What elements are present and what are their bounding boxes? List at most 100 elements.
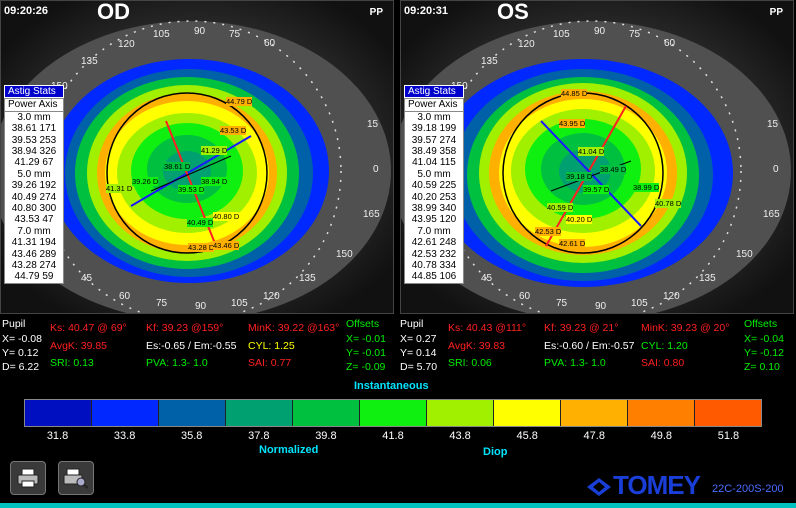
- astig-row: 38.99 340: [411, 202, 457, 214]
- pupil-d: D= 6.22: [2, 361, 40, 373]
- axis-tick: 135: [299, 273, 316, 284]
- axis-tick: 105: [553, 29, 570, 40]
- scale-segment: [427, 400, 494, 426]
- diop-label[interactable]: Diop: [483, 446, 508, 458]
- pupil-d: D= 5.70: [400, 361, 438, 373]
- axis-tick: 90: [594, 26, 606, 37]
- axis-tick: 165: [763, 209, 780, 220]
- os-timestamp: 09:20:31: [404, 5, 449, 17]
- print-preview-button[interactable]: [58, 461, 94, 495]
- astig-row: 39.26 192: [11, 180, 57, 192]
- astig-row: 44.79 59: [14, 271, 54, 283]
- printer-icon: [17, 468, 39, 488]
- pupil-x: X= 0.27: [400, 333, 437, 345]
- sai-value: SAI: 0.80: [641, 357, 685, 369]
- map-label: 43.53 D: [220, 126, 247, 135]
- astig-row: 39.18 199: [411, 123, 457, 135]
- astig-row: 42.61 248: [411, 237, 457, 249]
- axis-tick: 0: [373, 164, 379, 175]
- scale-segment: [25, 400, 92, 426]
- axis-tick: 60: [264, 38, 276, 49]
- astig-row: 43.28 274: [11, 259, 57, 271]
- astig-title: Astig Stats: [4, 85, 64, 99]
- ks-value: Ks: 40.43 @111°: [448, 322, 527, 334]
- astig-row: 5.0 mm: [17, 168, 51, 180]
- os-astig-stats: Astig Stats Power Axis 3.0 mm 39.18 199 …: [404, 85, 464, 284]
- astig-row: 41.04 115: [412, 157, 456, 169]
- astig-row: 7.0 mm: [17, 225, 51, 237]
- bottom-accent-line: [0, 503, 796, 508]
- axis-tick: 90: [195, 301, 207, 312]
- map-label: 42.53 D: [535, 227, 562, 236]
- print-preview-icon: [63, 468, 89, 489]
- astig-row: 39.57 274: [411, 134, 457, 146]
- scale-tick-label: 47.8: [583, 430, 605, 442]
- ks-value: Ks: 40.47 @ 69°: [50, 322, 127, 334]
- scale-tick-label: 37.8: [248, 430, 270, 442]
- axis-tick: 15: [767, 119, 779, 130]
- od-map-labels: 44.79 D 43.53 D 41.29 D 38.61 D 39.26 D …: [1, 1, 393, 313]
- pupil-y: Y= 0.14: [400, 347, 437, 359]
- map-label: 39.53 D: [178, 185, 205, 194]
- scale-segment: [293, 400, 360, 426]
- offsets-label: Offsets: [744, 318, 778, 330]
- map-label: 44.85 D: [561, 89, 588, 98]
- axis-tick: 120: [118, 39, 135, 50]
- astig-subtitle: Power Axis: [404, 98, 464, 112]
- axis-tick: 120: [518, 39, 535, 50]
- kf-value: Kf: 39.23 @159°: [146, 322, 224, 334]
- map-label: 43.46 D: [213, 241, 240, 250]
- model-number: 22C-200S-200: [712, 483, 784, 495]
- axis-tick: 135: [481, 56, 498, 67]
- astig-row: 44.85 106: [411, 271, 457, 283]
- os-pp-label: PP: [769, 7, 783, 18]
- print-button[interactable]: [10, 461, 46, 495]
- scale-tick-label: 45.8: [516, 430, 538, 442]
- scale-tick-label: 41.8: [382, 430, 404, 442]
- pupil-label: Pupil: [400, 318, 424, 330]
- offset-x: X= -0.04: [744, 333, 784, 345]
- map-label: 38.94 D: [201, 177, 228, 186]
- axis-tick: 120: [263, 291, 280, 302]
- pupil-label: Pupil: [2, 318, 26, 330]
- axis-tick: 105: [153, 29, 170, 40]
- mink-value: MinK: 39.23 @ 20°: [641, 322, 730, 334]
- axis-tick: 75: [156, 298, 168, 309]
- pupil-y: Y= 0.12: [2, 347, 39, 359]
- axis-tick: 150: [736, 249, 753, 260]
- axis-tick: 90: [595, 301, 607, 312]
- offset-x: X= -0.01: [346, 333, 386, 345]
- axis-tick: 45: [481, 273, 493, 284]
- axis-tick: 75: [629, 29, 641, 40]
- axis-tick: 165: [363, 209, 380, 220]
- offset-y: Y= -0.12: [744, 347, 784, 359]
- os-map-panel[interactable]: 09:20:31 OS PP 120 105 90 75 60 135 15 0 …: [400, 0, 794, 314]
- axis-tick: 60: [664, 38, 676, 49]
- map-label: 41.31 D: [106, 184, 133, 193]
- normalized-label[interactable]: Normalized: [259, 444, 319, 456]
- avgk-value: AvgK: 39.83: [448, 340, 506, 352]
- map-label: 43.28 D: [188, 243, 215, 252]
- scale-tick-label: 39.8: [315, 430, 337, 442]
- map-label: 39.26 D: [132, 177, 159, 186]
- scale-segment: [628, 400, 695, 426]
- od-timestamp: 09:20:26: [4, 5, 49, 17]
- pva-value: PVA: 1.3- 1.0: [146, 357, 208, 369]
- map-label: 39.57 D: [583, 185, 610, 194]
- scale-segment: [226, 400, 293, 426]
- axis-tick: 90: [194, 26, 206, 37]
- scale-tick-label: 33.8: [113, 430, 136, 442]
- od-axis-labels: 120 105 90 75 60 135 150 15 0 165 150 13…: [1, 1, 393, 313]
- axis-tick: 75: [556, 298, 568, 309]
- od-map-panel[interactable]: 09:20:26 OD PP 120 105 90 75 60 135 15 0 …: [0, 0, 394, 314]
- map-label: 41.29 D: [201, 146, 228, 155]
- astig-row: 5.0 mm: [417, 168, 451, 180]
- od-pp-label: PP: [369, 7, 383, 18]
- map-label: 40.59 D: [547, 203, 574, 212]
- scale-segment: [360, 400, 427, 426]
- axis-tick: 105: [631, 298, 648, 309]
- es-em-value: Es:-0.60 / Em:-0.57: [544, 340, 635, 352]
- map-label: 40.20 D: [566, 215, 593, 224]
- axis-tick: 15: [367, 119, 379, 130]
- astig-row: 43.46 289: [11, 248, 57, 260]
